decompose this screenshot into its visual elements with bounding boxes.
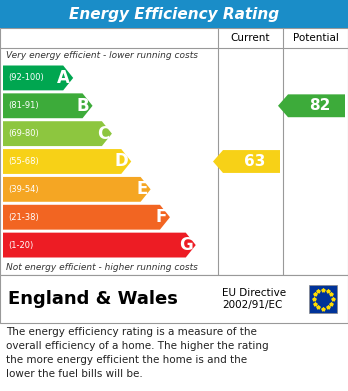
Text: (39-54): (39-54) xyxy=(8,185,39,194)
Text: A: A xyxy=(57,69,70,87)
Polygon shape xyxy=(3,93,93,118)
Text: (55-68): (55-68) xyxy=(8,157,39,166)
Text: D: D xyxy=(114,152,128,170)
Text: E: E xyxy=(136,180,148,198)
Text: G: G xyxy=(179,236,193,254)
Text: England & Wales: England & Wales xyxy=(8,290,178,308)
Polygon shape xyxy=(3,233,196,258)
Text: The energy efficiency rating is a measure of the
overall efficiency of a home. T: The energy efficiency rating is a measur… xyxy=(6,327,269,379)
Text: Current: Current xyxy=(231,33,270,43)
Polygon shape xyxy=(3,149,131,174)
Text: Very energy efficient - lower running costs: Very energy efficient - lower running co… xyxy=(6,52,198,61)
Bar xyxy=(0,28,348,275)
Text: 82: 82 xyxy=(309,98,330,113)
Text: C: C xyxy=(97,125,109,143)
Text: EU Directive: EU Directive xyxy=(222,288,286,298)
Polygon shape xyxy=(278,94,345,117)
Polygon shape xyxy=(3,205,170,230)
Text: 2002/91/EC: 2002/91/EC xyxy=(222,300,282,310)
Text: (69-80): (69-80) xyxy=(8,129,39,138)
Polygon shape xyxy=(3,177,151,202)
Bar xyxy=(0,275,348,323)
Text: (21-38): (21-38) xyxy=(8,213,39,222)
Polygon shape xyxy=(3,66,73,90)
Text: Potential: Potential xyxy=(293,33,339,43)
Text: Not energy efficient - higher running costs: Not energy efficient - higher running co… xyxy=(6,262,198,271)
Text: Energy Efficiency Rating: Energy Efficiency Rating xyxy=(69,7,279,22)
Polygon shape xyxy=(3,121,112,146)
Text: F: F xyxy=(156,208,167,226)
Text: 63: 63 xyxy=(244,154,265,169)
Text: B: B xyxy=(77,97,89,115)
Polygon shape xyxy=(213,150,280,173)
Bar xyxy=(0,0,348,28)
Text: (92-100): (92-100) xyxy=(8,74,44,83)
Text: (1-20): (1-20) xyxy=(8,240,33,249)
Bar xyxy=(309,285,337,313)
Text: (81-91): (81-91) xyxy=(8,101,39,110)
